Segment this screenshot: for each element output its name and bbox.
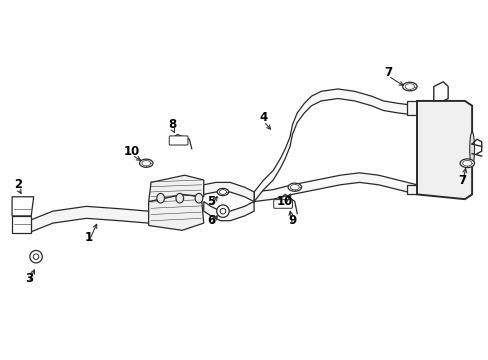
Ellipse shape — [195, 193, 203, 203]
Text: 7: 7 — [458, 174, 466, 186]
Text: 3: 3 — [25, 272, 33, 285]
Text: 2: 2 — [14, 178, 22, 191]
Circle shape — [216, 205, 229, 217]
FancyBboxPatch shape — [273, 200, 292, 208]
Ellipse shape — [176, 193, 183, 203]
Circle shape — [220, 208, 225, 214]
Ellipse shape — [217, 188, 228, 195]
Ellipse shape — [139, 159, 153, 167]
Polygon shape — [12, 197, 34, 216]
Polygon shape — [416, 101, 471, 199]
Ellipse shape — [405, 84, 414, 89]
Text: 8: 8 — [168, 118, 176, 131]
Polygon shape — [12, 216, 31, 233]
Polygon shape — [254, 89, 416, 202]
Polygon shape — [15, 202, 29, 233]
Ellipse shape — [462, 161, 471, 166]
Polygon shape — [254, 173, 416, 202]
FancyBboxPatch shape — [169, 136, 187, 145]
Ellipse shape — [219, 190, 226, 194]
Text: 6: 6 — [206, 214, 215, 227]
Ellipse shape — [142, 161, 150, 166]
Ellipse shape — [469, 132, 473, 166]
Polygon shape — [407, 185, 416, 194]
Text: 7: 7 — [384, 66, 391, 79]
Text: 4: 4 — [259, 111, 267, 124]
Ellipse shape — [290, 185, 299, 190]
Polygon shape — [203, 183, 254, 202]
Ellipse shape — [459, 159, 473, 167]
Text: 5: 5 — [206, 195, 215, 208]
Polygon shape — [29, 206, 148, 233]
Text: 1: 1 — [84, 231, 93, 244]
Polygon shape — [407, 101, 416, 115]
Ellipse shape — [287, 183, 301, 191]
Text: 10: 10 — [277, 195, 293, 208]
Polygon shape — [148, 175, 203, 202]
Circle shape — [33, 254, 39, 260]
Text: 10: 10 — [123, 145, 140, 158]
Polygon shape — [203, 192, 254, 221]
Ellipse shape — [157, 193, 164, 203]
Text: 9: 9 — [288, 214, 296, 227]
Ellipse shape — [402, 82, 416, 91]
Circle shape — [30, 251, 42, 263]
Polygon shape — [148, 194, 203, 230]
